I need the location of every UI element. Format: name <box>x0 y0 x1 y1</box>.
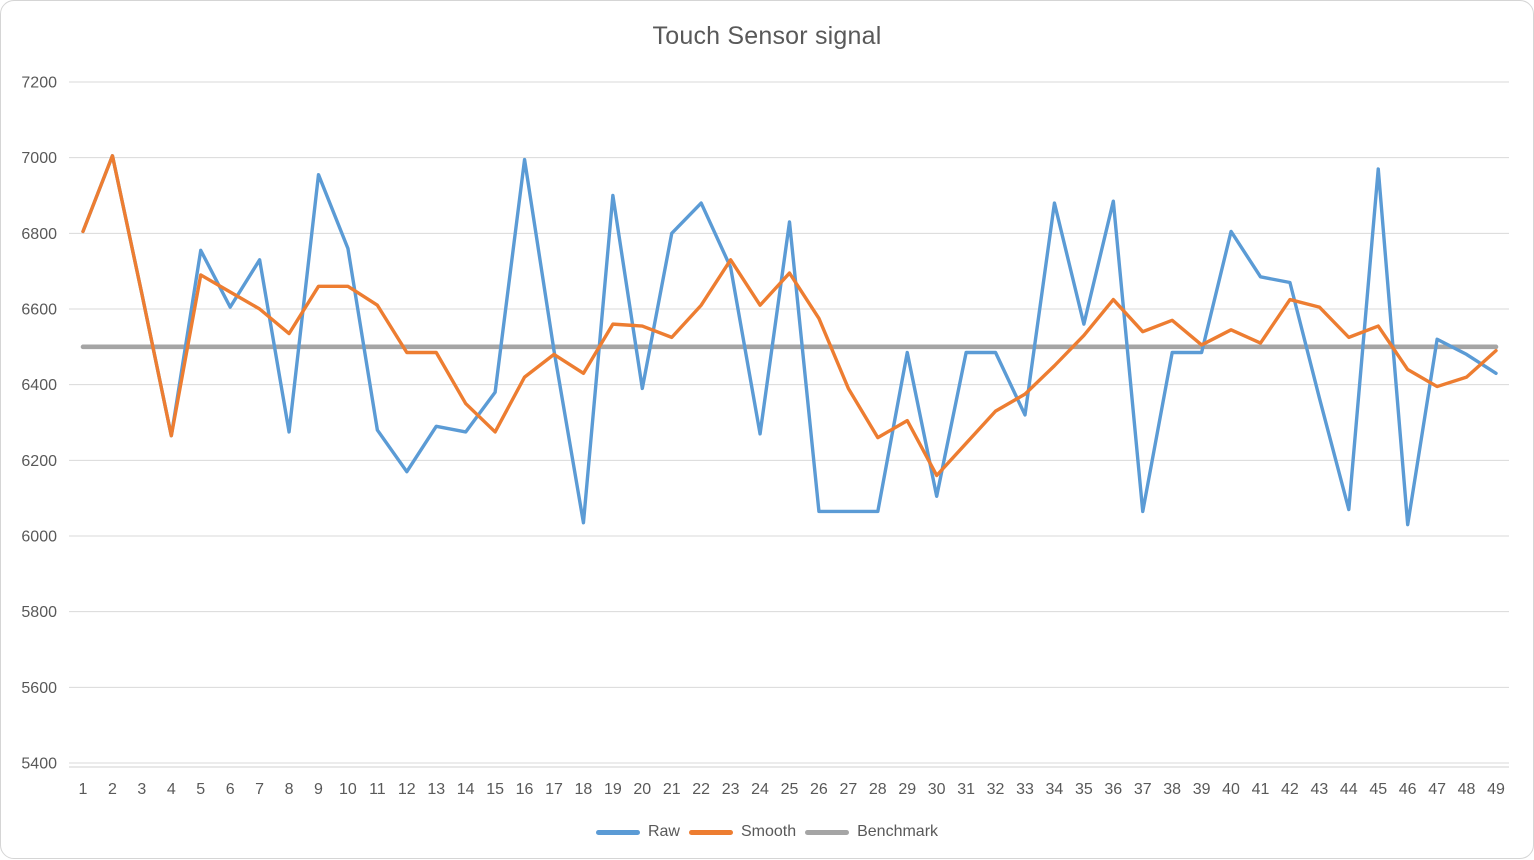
x-axis-label: 40 <box>1222 781 1240 798</box>
x-axis-label: 17 <box>545 781 563 798</box>
x-axis-label: 8 <box>285 781 294 798</box>
x-axis-label: 35 <box>1075 781 1093 798</box>
x-axis-label: 5 <box>196 781 205 798</box>
x-axis-label: 48 <box>1458 781 1476 798</box>
y-axis-label: 6200 <box>21 453 57 470</box>
x-axis-label: 23 <box>722 781 740 798</box>
x-axis-label: 33 <box>1016 781 1034 798</box>
y-axis-label: 6600 <box>21 302 57 319</box>
legend-item-raw[interactable]: Raw <box>595 823 680 841</box>
x-axis-label: 11 <box>369 781 386 798</box>
x-axis-label: 27 <box>839 781 857 798</box>
x-axis-label: 32 <box>987 781 1005 798</box>
y-axis-label: 6000 <box>21 529 57 546</box>
x-axis-label: 9 <box>314 781 323 798</box>
chart-title: Touch Sensor signal <box>652 22 882 50</box>
x-axis-label: 12 <box>398 781 416 798</box>
x-axis-label: 21 <box>663 781 681 798</box>
legend-item-smooth[interactable]: Smooth <box>688 823 797 841</box>
x-axis-label: 42 <box>1281 781 1299 798</box>
x-axis-label: 36 <box>1104 781 1122 798</box>
x-axis-label: 29 <box>898 781 916 798</box>
legend-swatch-smooth <box>688 829 733 835</box>
x-axis-label: 38 <box>1163 781 1181 798</box>
x-axis-label: 4 <box>167 781 176 798</box>
series-line-raw <box>81 154 1498 527</box>
y-axis-label: 5600 <box>21 680 57 697</box>
y-axis-label: 5400 <box>21 756 57 773</box>
legend-swatch-benchmark <box>805 829 850 835</box>
x-axis-label: 20 <box>633 781 651 798</box>
x-axis-label: 16 <box>516 781 534 798</box>
y-axis-label: 7200 <box>21 75 57 92</box>
legend: Raw Smooth Benchmark <box>1 823 1533 841</box>
x-axis-label: 39 <box>1193 781 1211 798</box>
legend-label-benchmark: Benchmark <box>857 823 939 840</box>
x-axis-label: 46 <box>1399 781 1417 798</box>
x-axis-label: 18 <box>575 781 593 798</box>
legend-swatch-raw <box>595 829 640 835</box>
legend-label-smooth: Smooth <box>740 823 797 840</box>
y-axis-label: 6400 <box>21 377 57 394</box>
x-axis-label: 30 <box>928 781 946 798</box>
x-axis-label: 22 <box>692 781 710 798</box>
x-axis-label: 7 <box>255 781 264 798</box>
x-axis-label: 28 <box>869 781 887 798</box>
legend-item-benchmark[interactable]: Benchmark <box>805 823 938 841</box>
x-axis-label: 43 <box>1310 781 1328 798</box>
x-axis-label: 14 <box>457 781 475 798</box>
x-axis-label: 19 <box>604 781 622 798</box>
x-axis-label: 25 <box>781 781 799 798</box>
y-axis-label: 5800 <box>21 604 57 621</box>
x-axis-label: 34 <box>1046 781 1064 798</box>
x-axis-label: 1 <box>79 781 88 798</box>
x-axis-label: 41 <box>1252 781 1270 798</box>
x-axis-label: 44 <box>1340 781 1358 798</box>
x-axis-label: 6 <box>226 781 235 798</box>
x-axis-label: 45 <box>1369 781 1387 798</box>
series-line-smooth <box>81 154 1498 478</box>
x-axis-label: 15 <box>486 781 504 798</box>
y-axis-label: 7000 <box>21 150 57 167</box>
x-axis-label: 49 <box>1487 781 1505 798</box>
x-axis-label: 24 <box>751 781 769 798</box>
x-axis-label: 3 <box>137 781 146 798</box>
legend-label-raw: Raw <box>647 823 680 840</box>
x-axis-label: 31 <box>957 781 975 798</box>
x-axis-label: 47 <box>1428 781 1446 798</box>
x-axis-label: 2 <box>108 781 117 798</box>
x-axis-label: 37 <box>1134 781 1152 798</box>
x-axis-label: 13 <box>427 781 445 798</box>
x-axis-label: 10 <box>339 781 357 798</box>
y-axis-label: 6800 <box>21 226 57 243</box>
x-axis-label: 26 <box>810 781 828 798</box>
